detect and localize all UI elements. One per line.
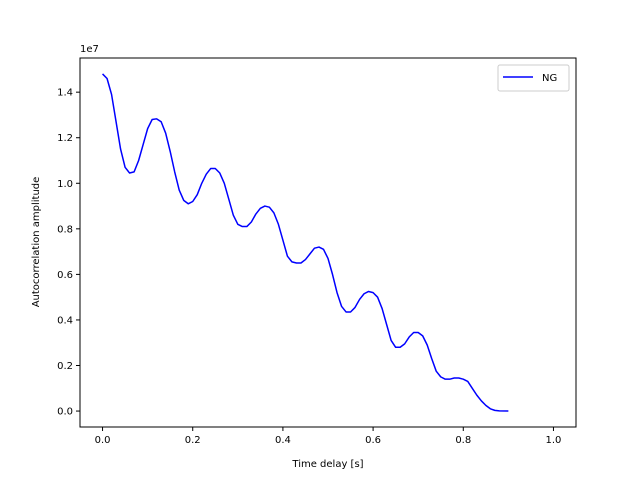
- y-axis-label: Autocorrelation amplitude: [31, 177, 42, 308]
- series-layer: [102, 73, 509, 412]
- y-tick-label: 1.0: [57, 179, 73, 190]
- y-tick-label: 0.4: [57, 315, 73, 326]
- series-line-ng: [102, 73, 509, 412]
- y-offset-label: 1e7: [80, 44, 99, 55]
- x-axis-ticks: 0.0 0.2 0.4 0.6 0.8 1.0: [95, 427, 562, 446]
- y-tick-label: 1.2: [57, 133, 73, 144]
- x-tick-label: 0.0: [95, 435, 111, 446]
- x-tick-label: 0.2: [185, 435, 201, 446]
- x-tick-label: 0.8: [455, 435, 471, 446]
- legend: NG: [497, 64, 570, 92]
- y-tick-label: 0.0: [57, 407, 73, 418]
- x-tick-label: 1.0: [546, 435, 562, 446]
- legend-label-ng: NG: [542, 73, 557, 84]
- plot-frame: [79, 57, 577, 428]
- x-tick-label: 0.4: [275, 435, 291, 446]
- y-tick-label: 1.4: [57, 88, 73, 99]
- y-axis-ticks: 0.0 0.2 0.4 0.6 0.8 1.0 1.2 1.4: [57, 88, 80, 418]
- legend-box: [497, 64, 570, 92]
- plot-area: [80, 58, 576, 427]
- y-tick-label: 0.2: [57, 361, 73, 372]
- y-tick-label: 0.8: [57, 224, 73, 235]
- x-tick-label: 0.6: [365, 435, 381, 446]
- y-tick-label: 0.6: [57, 270, 73, 281]
- x-axis-label: Time delay [s]: [291, 459, 363, 470]
